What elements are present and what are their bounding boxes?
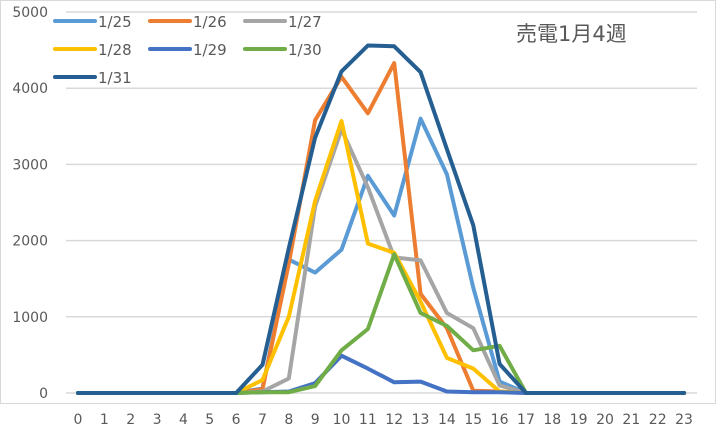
legend-label: 1/31 [98,69,132,87]
x-tick-label: 9 [311,412,320,428]
legend-item-1-25: 1/25 [53,13,132,31]
legend: 1/25 1/26 1/27 1/28 1/29 1/30 1/31 [53,13,322,87]
legend-label: 1/29 [193,41,227,59]
x-tick-label: 18 [543,412,561,428]
x-tick-label: 22 [649,412,667,428]
chart-title: 売電1月4週 [516,22,627,46]
y-axis-ticks: 0 1000 2000 3000 4000 5000 [12,5,48,402]
x-tick-label: 5 [205,412,214,428]
x-tick-label: 11 [359,412,377,428]
y-tick-label: 4000 [12,81,48,97]
x-tick-label: 12 [385,412,403,428]
legend-item-1-31: 1/31 [53,69,132,87]
legend-label: 1/27 [288,13,322,31]
x-tick-label: 4 [179,412,188,428]
x-tick-label: 2 [126,412,135,428]
x-tick-label: 6 [232,412,241,428]
x-tick-label: 10 [333,412,351,428]
x-tick-label: 7 [258,412,267,428]
x-tick-label: 17 [517,412,535,428]
y-tick-label: 2000 [12,234,48,250]
legend-label: 1/28 [98,41,132,59]
x-tick-label: 13 [412,412,430,428]
y-tick-label: 1000 [12,310,48,326]
y-tick-label: 3000 [12,157,48,173]
data-series [76,43,687,395]
series-line-1-31 [76,43,687,395]
x-tick-label: 21 [622,412,640,428]
legend-label: 1/25 [98,13,132,31]
legend-item-1-29: 1/29 [148,41,227,59]
x-tick-label: 8 [284,412,293,428]
x-tick-label: 15 [464,412,482,428]
y-tick-label: 5000 [12,5,48,21]
x-axis-ticks: 0 1 2 3 4 5 6 7 8 9 10 11 12 13 14 15 16 17 18 19 20 21 22 23 [74,412,693,428]
y-tick-label: 0 [39,386,48,402]
x-tick-label: 20 [596,412,614,428]
legend-item-1-27: 1/27 [243,13,322,31]
x-tick-label: 14 [438,412,456,428]
x-tick-label: 3 [153,412,162,428]
x-tick-label: 0 [74,412,83,428]
legend-item-1-28: 1/28 [53,41,132,59]
x-tick-label: 19 [570,412,588,428]
x-tick-label: 23 [675,412,693,428]
legend-label: 1/26 [193,13,227,31]
legend-label: 1/30 [288,41,322,59]
x-tick-label: 1 [100,412,109,428]
legend-item-1-30: 1/30 [243,41,322,59]
x-tick-label: 16 [491,412,509,428]
legend-item-1-26: 1/26 [148,13,227,31]
